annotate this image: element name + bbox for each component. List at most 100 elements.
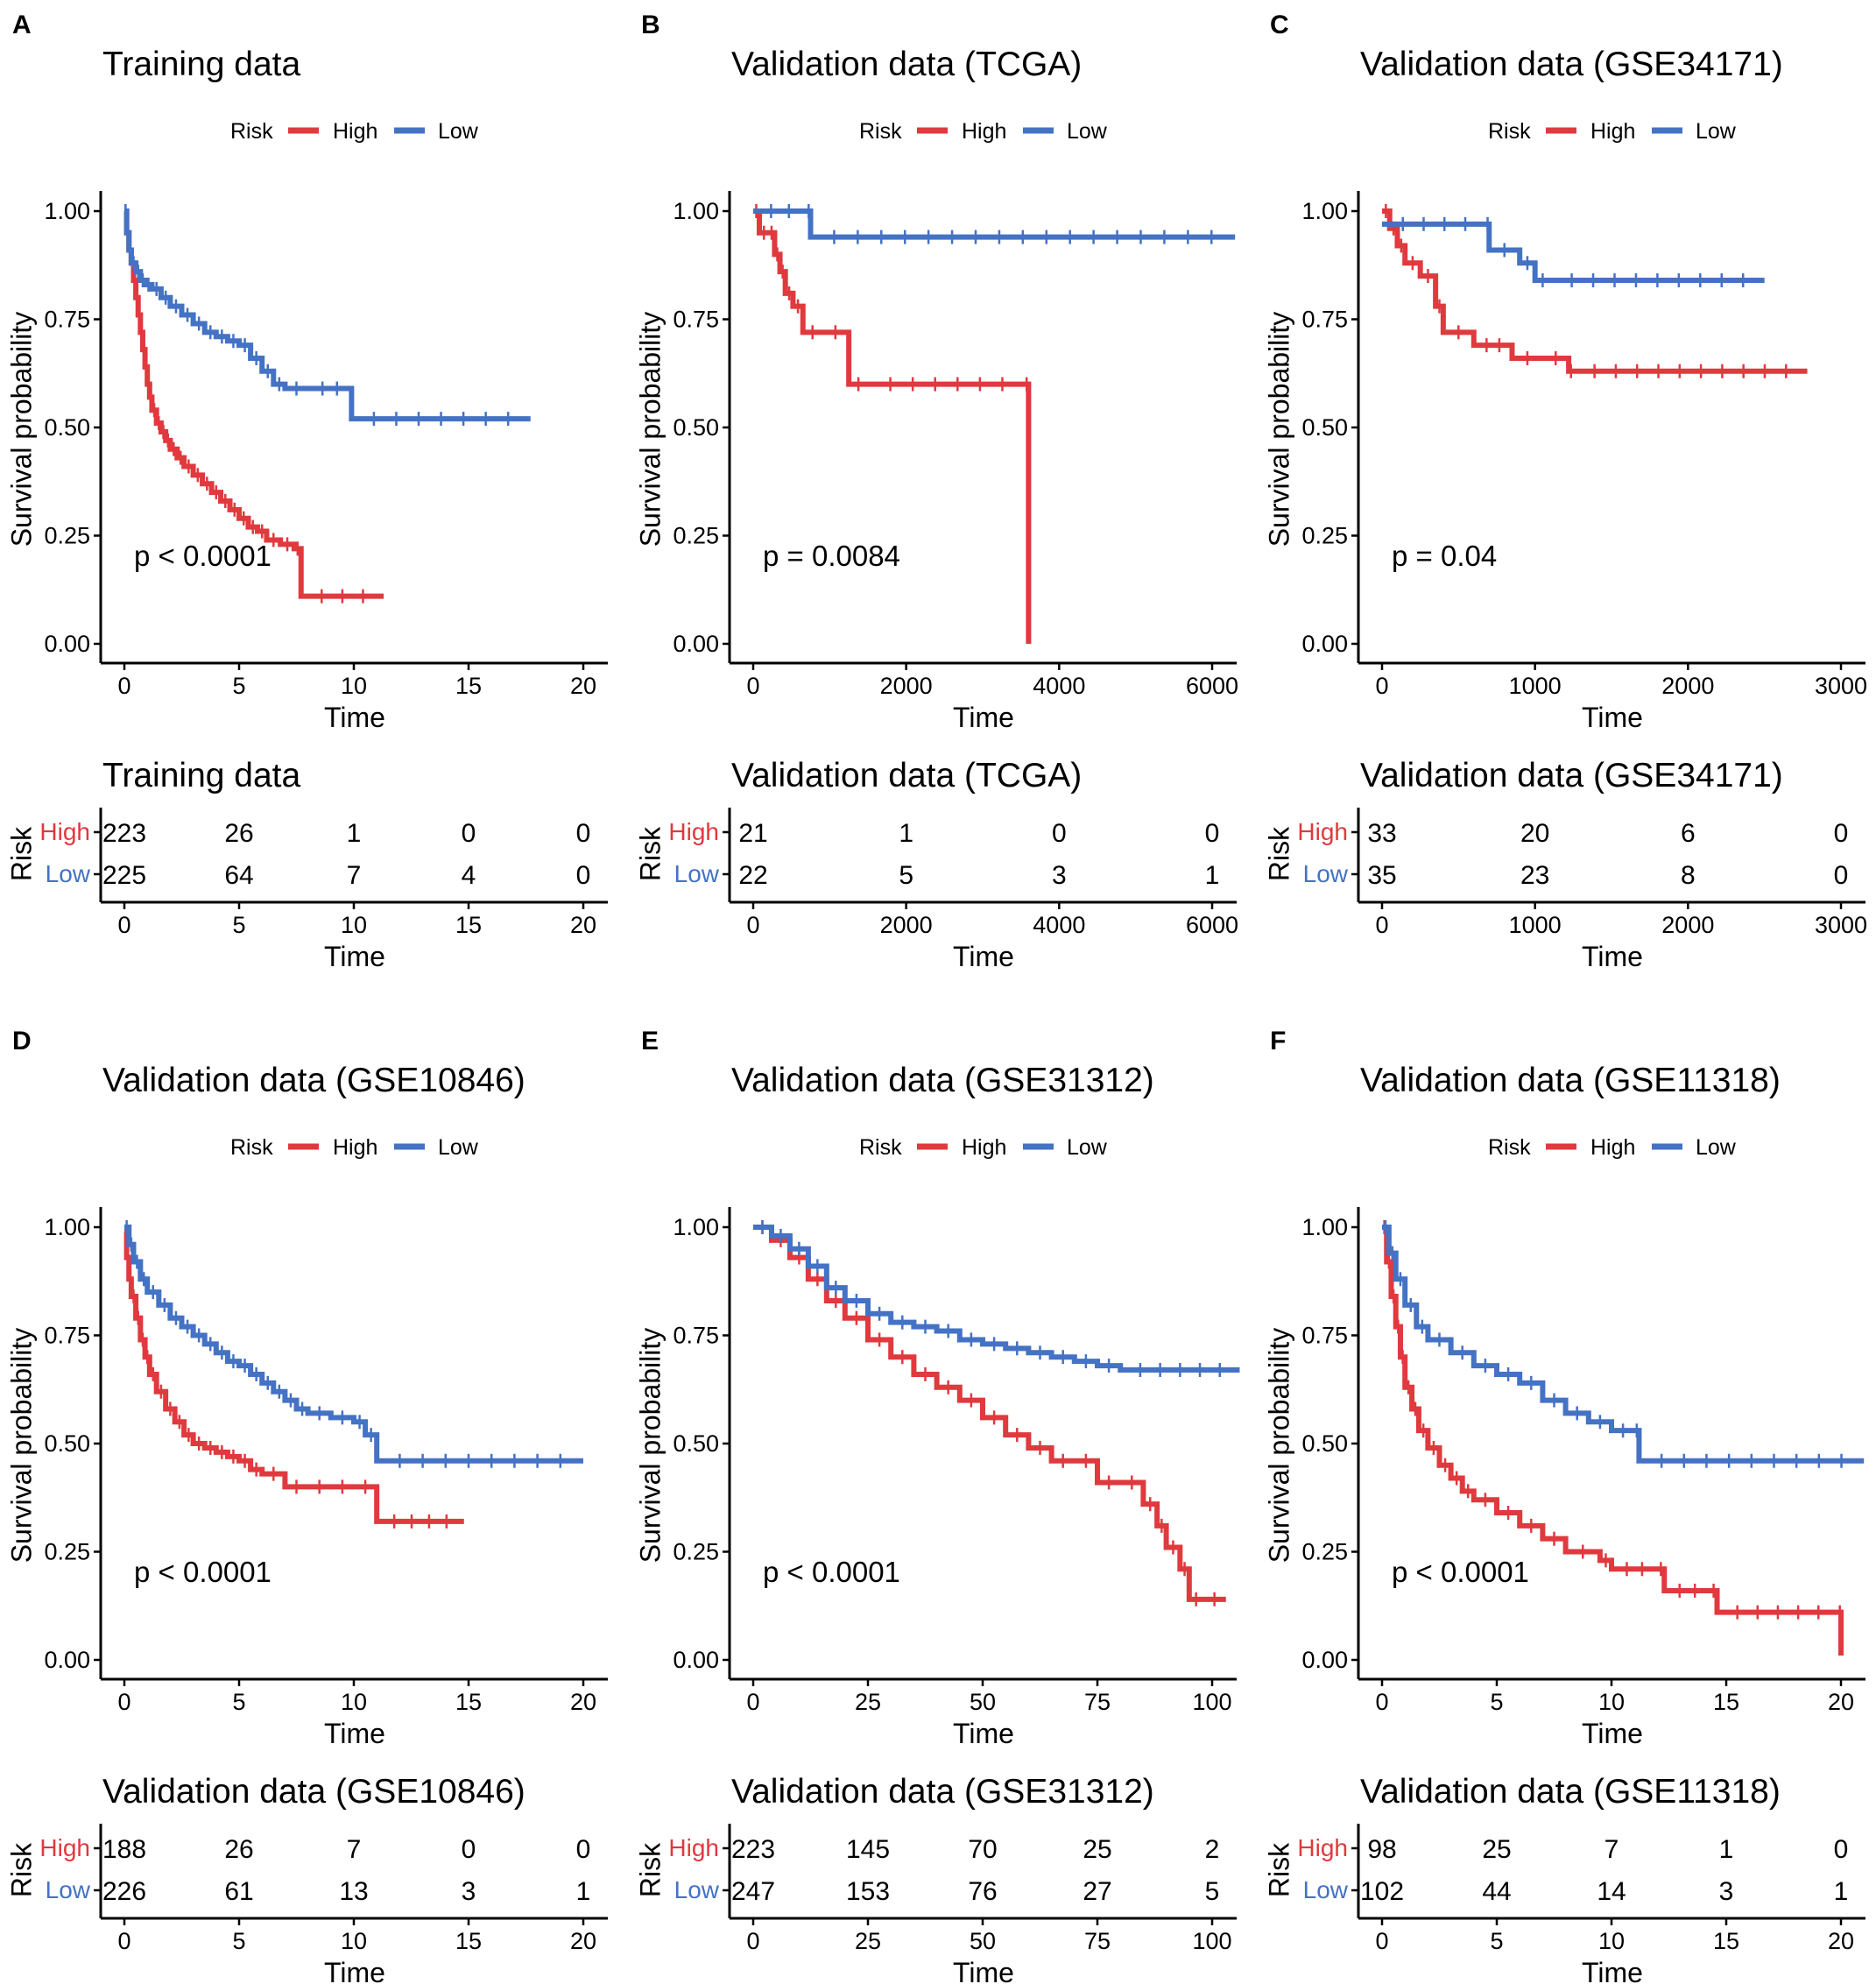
risk-x-tick-label: 0 (746, 1928, 759, 1954)
x-tick-label: 6000 (1186, 673, 1238, 699)
risk-x-tick-label: 4000 (1033, 912, 1085, 938)
risk-x-tick-label: 5 (232, 912, 245, 938)
legend-title: Risk (1488, 119, 1531, 144)
legend-label-high: High (1590, 1135, 1635, 1160)
x-tick-label: 20 (570, 1689, 596, 1715)
panel-e: E Validation data (GSE31312) Risk High Low 0.… (634, 1027, 1240, 1984)
legend: Risk High Low (859, 1135, 1108, 1160)
risk-row-label-high: High (39, 1834, 90, 1861)
risk-row-label-low: Low (1303, 860, 1349, 887)
legend-label-high: High (1590, 119, 1635, 144)
y-tick-label: 0.25 (1301, 523, 1348, 549)
legend-label-low: Low (438, 1135, 479, 1160)
risk-x-tick-label: 1000 (1509, 912, 1562, 938)
risk-row-label-high: High (1297, 818, 1348, 845)
p-value: p < 0.0001 (1392, 1556, 1529, 1588)
x-tick-label: 0 (117, 1689, 130, 1715)
x-tick-label: 0 (1375, 1689, 1388, 1715)
risk-y-axis-title: Risk (1263, 1842, 1294, 1897)
risk-count-high: 7 (347, 1835, 362, 1864)
y-tick-label: 0.00 (1301, 1647, 1348, 1673)
risk-count-low: 5 (1205, 1877, 1220, 1906)
risk-x-tick-label: 2000 (1661, 912, 1714, 938)
x-tick-label: 10 (341, 1689, 367, 1715)
x-axis-title: Time (324, 702, 385, 733)
risk-y-axis-title: Risk (634, 826, 666, 881)
y-tick-label: 0.25 (44, 523, 90, 549)
risk-count-low: 23 (1520, 861, 1549, 890)
risk-count-high: 21 (738, 819, 767, 848)
y-tick-label: 0.25 (673, 523, 719, 549)
risk-count-high: 2 (1205, 1835, 1220, 1864)
y-tick-label: 1.00 (673, 1214, 719, 1240)
survival-curve-high (1382, 1225, 1844, 1656)
y-tick-label: 0.00 (44, 631, 90, 657)
risk-table: Validation data (GSE34171) High 33 20 6 0 Low 3… (1263, 757, 1867, 972)
risk-count-low: 225 (102, 861, 146, 890)
km-plot: 0.00 0.25 0.50 0.75 1.00 0 5 10 15 20 Time Survival… (1263, 1207, 1865, 1749)
km-plot: 0.00 0.25 0.50 0.75 1.00 0 2000 4000 6000 Time Sur… (634, 191, 1238, 733)
risk-count-low: 153 (846, 1877, 890, 1906)
km-plot: 0.00 0.25 0.50 0.75 1.00 0 1000 2000 3000 Time Sur… (1263, 191, 1867, 733)
risk-count-low: 27 (1083, 1877, 1111, 1906)
panel-letter: E (641, 1027, 659, 1056)
risk-row-label-high: High (39, 818, 90, 845)
x-axis-title: Time (1582, 1718, 1643, 1749)
x-tick-label: 2000 (880, 673, 933, 699)
y-tick-label: 0.75 (1301, 307, 1348, 333)
risk-table-title: Training data (102, 757, 301, 794)
legend: Risk High Low (859, 119, 1108, 144)
risk-count-high: 70 (968, 1835, 997, 1864)
x-tick-label: 15 (455, 673, 482, 699)
legend-title: Risk (859, 119, 902, 144)
risk-x-tick-label: 5 (232, 1928, 245, 1954)
risk-x-axis-title: Time (953, 941, 1014, 972)
x-axis-title: Time (1582, 702, 1643, 733)
y-tick-label: 0.00 (44, 1647, 90, 1673)
x-tick-label: 50 (970, 1689, 996, 1715)
y-axis-title: Survival probability (1263, 1328, 1294, 1564)
risk-x-tick-label: 20 (570, 912, 596, 938)
risk-count-high: 1 (899, 819, 913, 848)
risk-x-tick-label: 0 (117, 1928, 130, 1954)
risk-count-high: 26 (224, 1835, 253, 1864)
risk-count-low: 0 (1834, 861, 1849, 890)
risk-count-low: 3 (462, 1877, 476, 1906)
risk-y-axis-title: Risk (5, 826, 37, 881)
risk-count-high: 0 (576, 819, 591, 848)
chart-title: Validation data (GSE31312) (731, 1062, 1154, 1099)
y-axis-title: Survival probability (634, 312, 666, 547)
chart-title: Validation data (GSE10846) (102, 1062, 525, 1099)
survival-curve-low (124, 1225, 583, 1464)
risk-x-axis-title: Time (324, 1957, 385, 1984)
risk-count-low: 226 (102, 1877, 146, 1906)
x-tick-label: 0 (746, 673, 759, 699)
risk-row-label-high: High (668, 818, 719, 845)
y-axis-title: Survival probability (634, 1328, 666, 1564)
y-tick-label: 0.75 (44, 1323, 90, 1349)
survival-curve-high (123, 1228, 464, 1524)
risk-table-title: Validation data (GSE10846) (102, 1773, 525, 1811)
legend: Risk High Low (230, 1135, 479, 1160)
risk-x-tick-label: 100 (1192, 1928, 1231, 1954)
risk-row-label-low: Low (674, 860, 720, 887)
y-tick-label: 0.50 (44, 1430, 90, 1457)
x-tick-label: 4000 (1033, 673, 1085, 699)
y-tick-label: 1.00 (44, 198, 90, 224)
risk-count-high: 0 (462, 819, 476, 848)
chart-title: Validation data (TCGA) (731, 46, 1082, 83)
x-tick-label: 10 (1598, 1689, 1625, 1715)
y-tick-label: 1.00 (673, 198, 719, 224)
risk-count-high: 0 (576, 1835, 591, 1864)
y-tick-label: 0.75 (44, 307, 90, 333)
x-tick-label: 15 (1713, 1689, 1739, 1715)
risk-count-low: 5 (899, 861, 913, 890)
legend-label-low: Low (438, 119, 479, 144)
survival-curve-low (753, 1225, 1240, 1373)
y-tick-label: 0.50 (1301, 414, 1348, 441)
y-axis-title: Survival probability (5, 312, 37, 547)
risk-x-tick-label: 10 (341, 912, 367, 938)
y-tick-label: 0.00 (673, 1647, 719, 1673)
risk-count-low: 8 (1681, 861, 1696, 890)
